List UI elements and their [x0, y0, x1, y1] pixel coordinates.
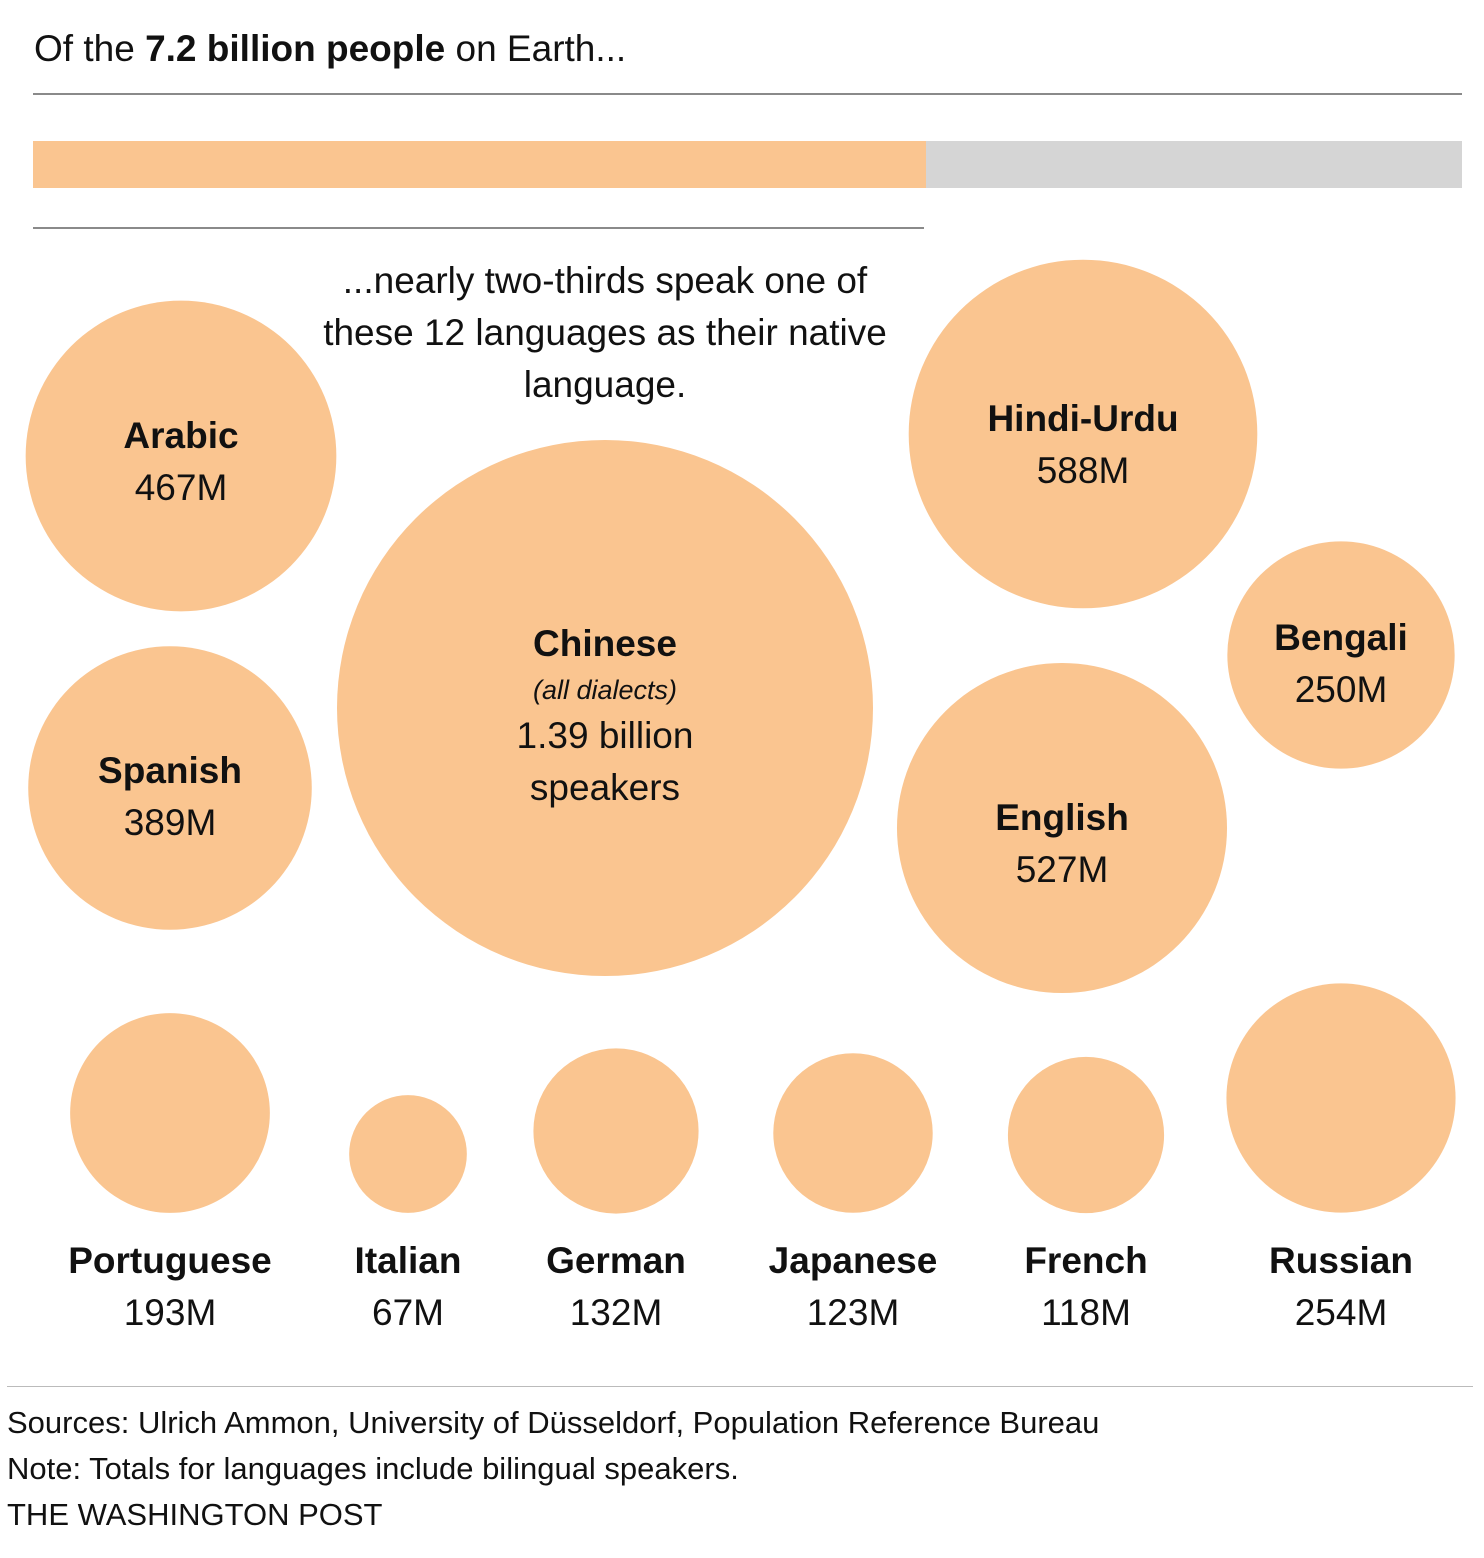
speaker-count: 467M	[134, 467, 228, 508]
speaker-count: 250M	[1294, 669, 1388, 710]
subhead: ...nearly two-thirds speak one of these …	[323, 260, 887, 405]
bubble-german	[533, 1048, 699, 1214]
speaker-count: 118M	[1041, 1292, 1131, 1333]
language-name: Russian	[1269, 1240, 1413, 1281]
bubble-hindi-urdu	[908, 259, 1258, 609]
language-name: Arabic	[123, 415, 239, 456]
bubble-label-hindi-urdu: Hindi-Urdu 588M	[987, 393, 1178, 497]
speaker-count: 132M	[569, 1292, 663, 1333]
language-name: Italian	[354, 1240, 462, 1281]
language-name: Japanese	[768, 1240, 938, 1281]
speaker-count: 1.39 billion	[516, 715, 694, 756]
speaker-count: 389M	[123, 802, 217, 843]
bubble-label-chinese: Chinese (all dialects) 1.39 billion speaker…	[517, 618, 694, 814]
speaker-count: 67M	[372, 1292, 444, 1333]
bubble-label-arabic: Arabic 467M	[123, 410, 238, 514]
bubble-label-japanese: Japanese 123M	[769, 1235, 938, 1339]
bubble-label-portuguese: Portuguese 193M	[68, 1235, 272, 1339]
speaker-count-unit: speakers	[529, 767, 681, 808]
bubble-label-german: German 132M	[546, 1235, 686, 1339]
language-note: (all dialects)	[532, 675, 678, 705]
speaker-count: 193M	[123, 1292, 217, 1333]
credit: THE WASHINGTON POST	[7, 1497, 383, 1532]
language-name: Chinese	[533, 623, 677, 664]
headline: Of the 7.2 billion people on Earth...	[34, 28, 627, 69]
language-name: Bengali	[1274, 617, 1408, 658]
language-name: Hindi-Urdu	[987, 398, 1179, 439]
top-12-languages-fill	[33, 141, 927, 188]
top-rule	[33, 93, 1462, 95]
bubble-label-english: English 527M	[995, 792, 1129, 896]
note: Note: Totals for languages include bilin…	[7, 1451, 739, 1486]
bubble-french	[1007, 1056, 1165, 1214]
bracket-rule	[33, 227, 924, 229]
bubble-label-russian: Russian 254M	[1269, 1235, 1413, 1339]
language-name: English	[995, 797, 1129, 838]
footer: Sources: Ulrich Ammon, University of Düs…	[7, 1400, 1099, 1538]
world-population-bar	[33, 141, 1462, 188]
speaker-count: 123M	[806, 1292, 900, 1333]
language-name: Spanish	[98, 750, 242, 791]
bubble-bengali	[1227, 541, 1455, 769]
bubble-label-italian: Italian 67M	[355, 1235, 462, 1339]
speaker-count: 254M	[1294, 1292, 1388, 1333]
bubble-label-bengali: Bengali 250M	[1274, 612, 1408, 716]
bubble-label-spanish: Spanish 389M	[98, 745, 242, 849]
language-name: Portuguese	[68, 1240, 272, 1281]
speaker-count: 588M	[1036, 450, 1130, 491]
bubble-english	[896, 662, 1228, 994]
bubble-arabic	[25, 300, 337, 612]
bubble-label-french: French 118M	[1024, 1235, 1147, 1339]
bubble-italian	[349, 1095, 467, 1213]
bubble-japanese	[773, 1053, 933, 1213]
footer-rule	[7, 1386, 1473, 1387]
language-name: French	[1024, 1240, 1148, 1281]
sources: Sources: Ulrich Ammon, University of Düs…	[7, 1405, 1100, 1440]
bubble-portuguese	[70, 1013, 270, 1213]
language-name: German	[546, 1240, 686, 1281]
bubble-chinese	[337, 440, 873, 976]
speaker-count: 527M	[1015, 849, 1109, 890]
bubble-spanish	[28, 646, 312, 930]
bubble-russian	[1226, 983, 1456, 1213]
